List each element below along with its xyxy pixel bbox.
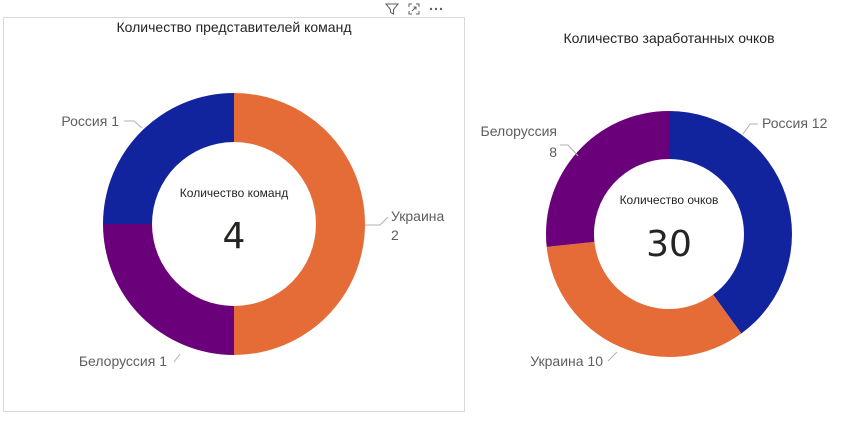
data-label-0-0-1: 2 bbox=[391, 227, 399, 243]
more-options-icon[interactable] bbox=[428, 1, 444, 17]
leader-line-1-0 bbox=[742, 123, 758, 135]
donut-slice-1-1[interactable] bbox=[546, 241, 742, 358]
center-value-teams: 4 bbox=[222, 216, 246, 257]
leader-line-1-2 bbox=[560, 144, 579, 157]
chart-title-points: Количество заработанных очков bbox=[563, 30, 775, 46]
donut-slice-0-1[interactable] bbox=[103, 224, 234, 355]
donut-slice-0-0[interactable] bbox=[234, 93, 365, 355]
data-label-0-2-0: Россия 1 bbox=[61, 113, 119, 129]
data-label-0-1-0: Белоруссия 1 bbox=[79, 353, 167, 369]
data-label-1-0-0: Россия 12 bbox=[762, 115, 828, 131]
focus-mode-icon[interactable] bbox=[406, 1, 422, 17]
donut-slice-0-2[interactable] bbox=[103, 93, 234, 224]
center-label-teams: Количество команд bbox=[179, 186, 289, 200]
leader-line-1-1 bbox=[607, 351, 618, 362]
leader-line-0-1 bbox=[173, 353, 181, 363]
visual-header bbox=[384, 0, 444, 17]
data-label-1-1-0: Украина 10 bbox=[530, 353, 603, 369]
data-label-1-2-0: Белоруссия bbox=[481, 123, 558, 139]
center-label-points: Количество очков bbox=[619, 193, 719, 207]
donut-slice-1-0[interactable] bbox=[669, 111, 793, 334]
chart-title-teams: Количество представителей команд bbox=[116, 19, 352, 35]
center-value-points: 30 bbox=[646, 224, 692, 265]
leader-line-0-2 bbox=[124, 120, 143, 129]
leader-line-0-0 bbox=[365, 216, 389, 226]
team-count-visual[interactable] bbox=[3, 17, 465, 412]
donut-slice-1-2[interactable] bbox=[546, 111, 669, 247]
data-label-0-0-0: Украина bbox=[391, 208, 445, 224]
filter-icon[interactable] bbox=[384, 1, 400, 17]
data-label-1-2-1: 8 bbox=[549, 144, 557, 160]
